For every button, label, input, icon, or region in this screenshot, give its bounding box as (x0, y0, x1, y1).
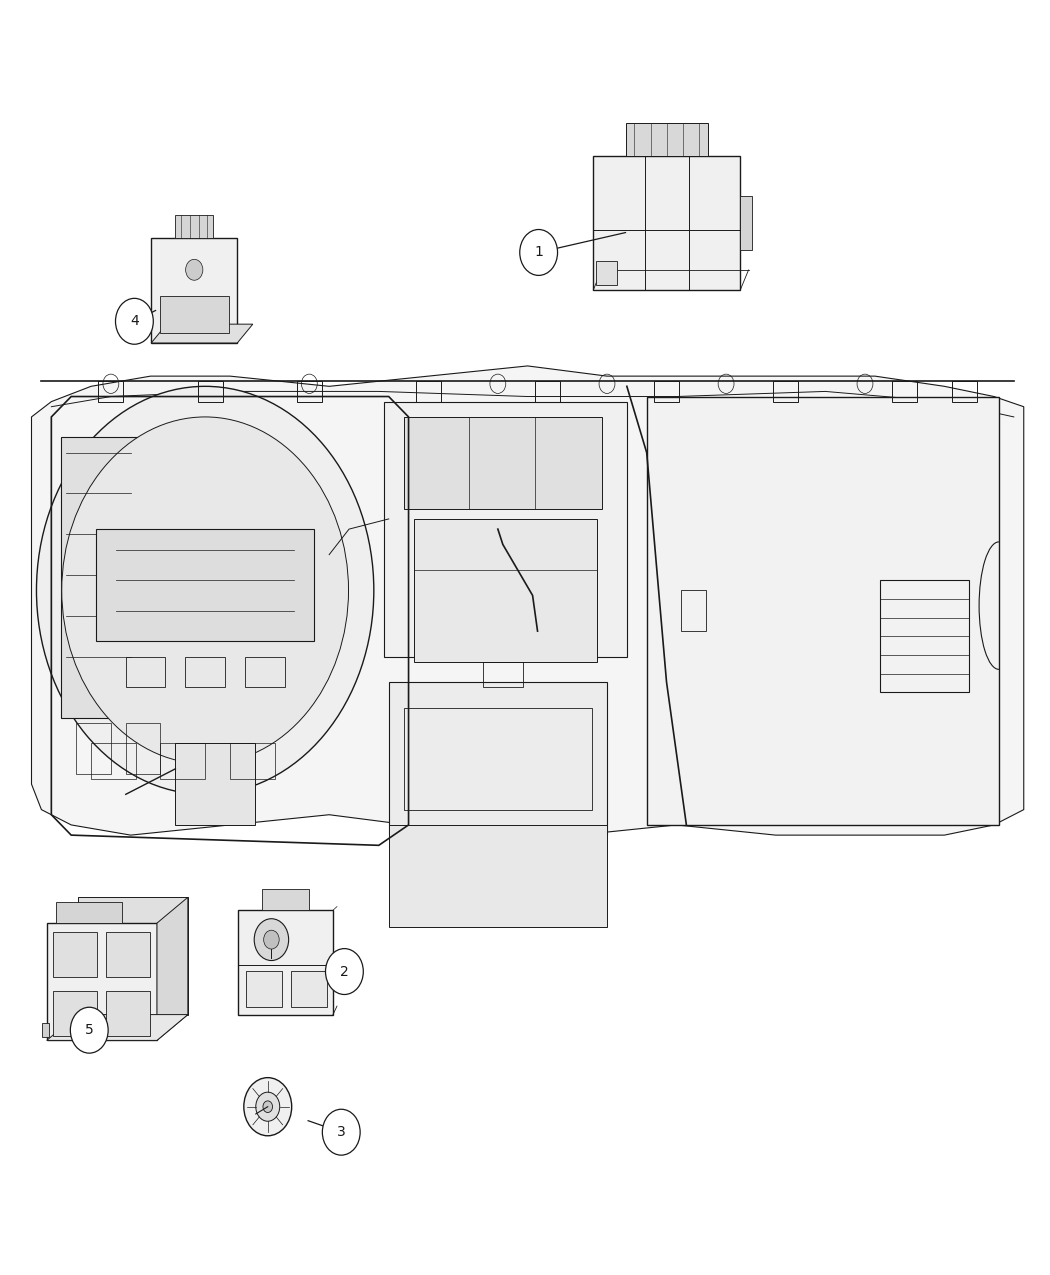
Text: 2: 2 (340, 965, 349, 978)
Bar (160, 296, 229, 333)
Bar (403, 417, 602, 509)
Bar (126, 657, 166, 687)
Polygon shape (158, 898, 188, 1040)
Circle shape (70, 1007, 108, 1053)
Text: 1: 1 (534, 246, 543, 259)
Bar (126, 723, 161, 774)
Circle shape (254, 919, 289, 960)
Bar (414, 519, 597, 662)
Bar (175, 215, 213, 238)
Polygon shape (151, 324, 253, 343)
Circle shape (186, 259, 203, 280)
Bar (740, 196, 752, 250)
Text: 5: 5 (85, 1024, 93, 1037)
Polygon shape (32, 366, 1024, 835)
Bar (56, 901, 122, 923)
Bar (403, 708, 592, 810)
Circle shape (256, 1093, 279, 1121)
Polygon shape (78, 898, 188, 1015)
Ellipse shape (37, 386, 374, 794)
Bar (291, 972, 328, 1006)
Text: 3: 3 (337, 1126, 345, 1139)
Bar (185, 657, 225, 687)
Bar (262, 890, 310, 910)
Circle shape (322, 1109, 360, 1155)
Bar (388, 825, 607, 927)
Bar (99, 381, 123, 402)
Circle shape (264, 931, 279, 949)
Bar (230, 743, 275, 779)
Bar (161, 743, 205, 779)
Bar (681, 590, 707, 631)
Circle shape (244, 1077, 292, 1136)
Circle shape (262, 1100, 273, 1113)
Bar (197, 381, 223, 402)
Polygon shape (47, 923, 158, 1040)
Bar (483, 662, 523, 687)
Text: 4: 4 (130, 315, 139, 328)
Bar (951, 381, 977, 402)
Circle shape (520, 230, 558, 275)
Bar (773, 381, 798, 402)
Polygon shape (151, 238, 237, 343)
Bar (297, 381, 321, 402)
Bar (106, 991, 150, 1035)
Circle shape (326, 949, 363, 995)
Bar (96, 529, 314, 641)
Bar (91, 743, 135, 779)
Bar (77, 723, 111, 774)
Circle shape (116, 298, 153, 344)
Bar (892, 381, 917, 402)
Bar (536, 381, 560, 402)
Polygon shape (238, 910, 333, 1015)
Bar (106, 932, 150, 977)
Bar (416, 381, 441, 402)
Bar (61, 437, 141, 718)
Bar (245, 657, 285, 687)
Bar (383, 402, 627, 657)
Polygon shape (47, 1015, 188, 1040)
Bar (626, 122, 708, 157)
Bar (175, 743, 255, 825)
Bar (388, 682, 607, 835)
Bar (880, 580, 969, 692)
Bar (647, 397, 999, 825)
Bar (54, 932, 98, 977)
Bar (54, 991, 98, 1035)
Bar (246, 972, 281, 1006)
Polygon shape (593, 157, 740, 291)
Bar (654, 381, 679, 402)
Bar (596, 260, 616, 284)
Ellipse shape (62, 417, 349, 764)
Bar (42, 1023, 49, 1037)
